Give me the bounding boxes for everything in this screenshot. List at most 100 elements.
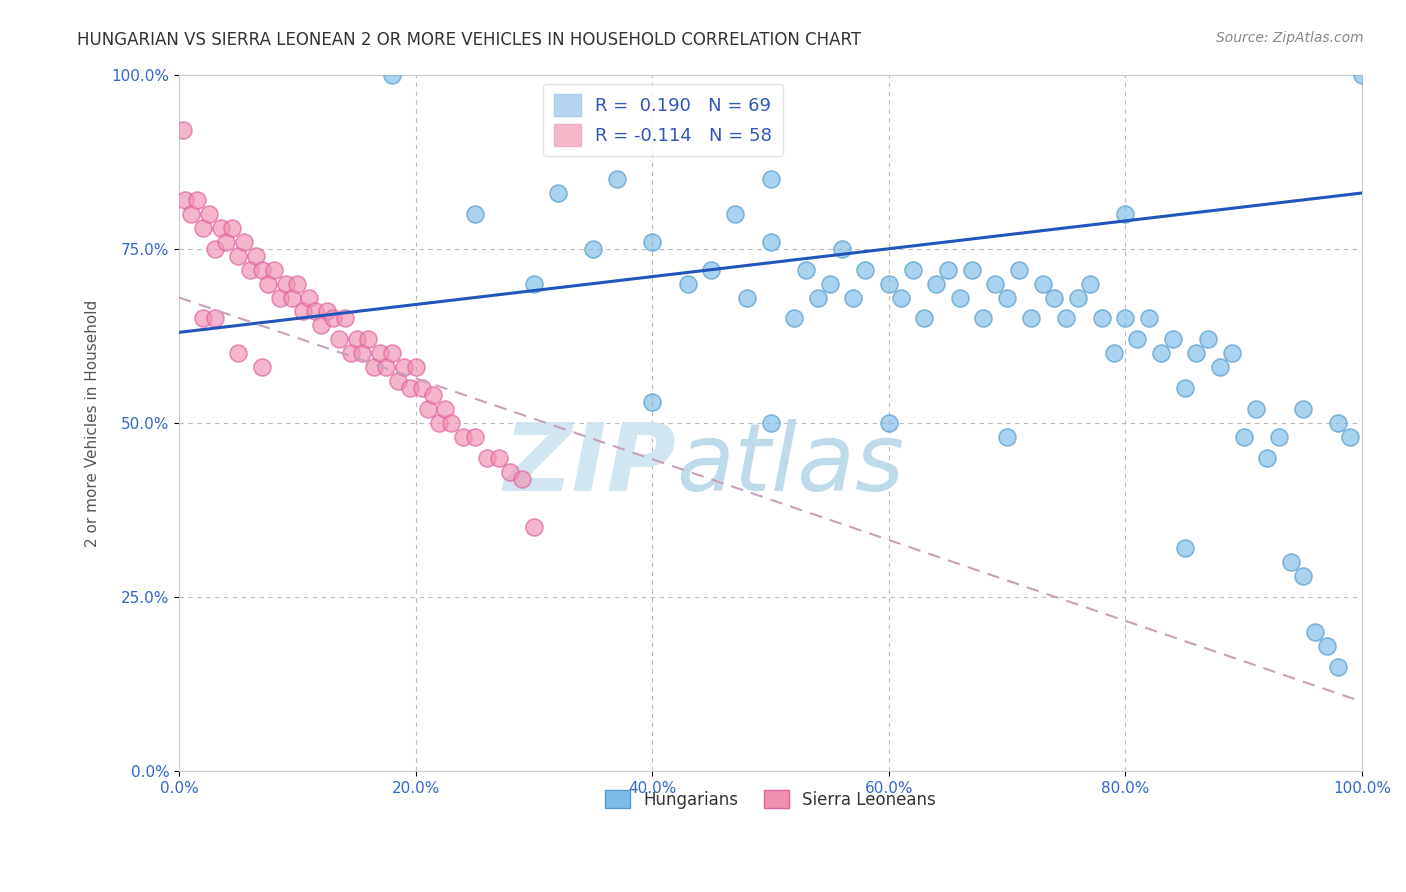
Point	[416, 402, 439, 417]
Point	[204, 311, 226, 326]
Point	[1292, 402, 1315, 417]
Point	[274, 277, 297, 291]
Point	[783, 311, 806, 326]
Point	[464, 207, 486, 221]
Point	[226, 346, 249, 360]
Point	[759, 235, 782, 249]
Point	[510, 472, 533, 486]
Point	[298, 291, 321, 305]
Point	[1220, 346, 1243, 360]
Point	[925, 277, 948, 291]
Point	[191, 220, 214, 235]
Text: ZIP: ZIP	[503, 418, 676, 511]
Point	[375, 360, 398, 375]
Point	[853, 262, 876, 277]
Point	[1185, 346, 1208, 360]
Point	[949, 291, 972, 305]
Point	[818, 277, 841, 291]
Point	[269, 291, 291, 305]
Point	[398, 381, 420, 395]
Point	[1161, 332, 1184, 346]
Point	[346, 332, 368, 346]
Point	[1008, 262, 1031, 277]
Point	[405, 360, 427, 375]
Point	[304, 304, 326, 318]
Point	[877, 277, 900, 291]
Point	[316, 304, 339, 318]
Point	[1351, 68, 1374, 82]
Point	[287, 277, 309, 291]
Point	[328, 332, 350, 346]
Point	[1303, 625, 1326, 640]
Point	[422, 388, 444, 402]
Point	[1315, 639, 1337, 653]
Point	[641, 395, 664, 409]
Point	[1078, 277, 1101, 291]
Point	[759, 172, 782, 186]
Point	[912, 311, 935, 326]
Point	[233, 235, 256, 249]
Point	[1174, 381, 1197, 395]
Point	[1209, 360, 1232, 375]
Point	[250, 262, 273, 277]
Point	[339, 346, 361, 360]
Point	[322, 311, 344, 326]
Point	[197, 207, 219, 221]
Point	[263, 262, 285, 277]
Point	[221, 220, 243, 235]
Point	[759, 416, 782, 430]
Point	[960, 262, 983, 277]
Point	[1032, 277, 1054, 291]
Point	[1256, 450, 1278, 465]
Point	[352, 346, 374, 360]
Text: Source: ZipAtlas.com: Source: ZipAtlas.com	[1216, 31, 1364, 45]
Point	[387, 374, 409, 388]
Point	[523, 277, 546, 291]
Point	[440, 416, 463, 430]
Point	[333, 311, 356, 326]
Y-axis label: 2 or more Vehicles in Household: 2 or more Vehicles in Household	[86, 300, 100, 547]
Point	[1102, 346, 1125, 360]
Point	[1327, 660, 1350, 674]
Point	[995, 430, 1018, 444]
Point	[984, 277, 1007, 291]
Point	[427, 416, 450, 430]
Point	[1292, 569, 1315, 583]
Point	[368, 346, 391, 360]
Point	[1114, 311, 1136, 326]
Point	[180, 207, 202, 221]
Point	[488, 450, 510, 465]
Point	[1197, 332, 1219, 346]
Point	[226, 249, 249, 263]
Point	[936, 262, 959, 277]
Point	[392, 360, 415, 375]
Point	[523, 520, 546, 534]
Point	[641, 235, 664, 249]
Point	[1174, 541, 1197, 556]
Text: atlas: atlas	[676, 419, 904, 510]
Point	[676, 277, 699, 291]
Point	[464, 430, 486, 444]
Text: HUNGARIAN VS SIERRA LEONEAN 2 OR MORE VEHICLES IN HOUSEHOLD CORRELATION CHART: HUNGARIAN VS SIERRA LEONEAN 2 OR MORE VE…	[77, 31, 862, 49]
Point	[877, 416, 900, 430]
Point	[363, 360, 385, 375]
Point	[1126, 332, 1149, 346]
Point	[475, 450, 498, 465]
Point	[292, 304, 315, 318]
Point	[186, 193, 208, 207]
Point	[735, 291, 758, 305]
Point	[582, 242, 605, 256]
Point	[1114, 207, 1136, 221]
Point	[204, 242, 226, 256]
Point	[1137, 311, 1160, 326]
Point	[172, 123, 194, 137]
Point	[1244, 402, 1267, 417]
Point	[700, 262, 723, 277]
Point	[357, 332, 380, 346]
Point	[1067, 291, 1090, 305]
Point	[831, 242, 853, 256]
Point	[191, 311, 214, 326]
Point	[257, 277, 280, 291]
Point	[451, 430, 474, 444]
Point	[1233, 430, 1256, 444]
